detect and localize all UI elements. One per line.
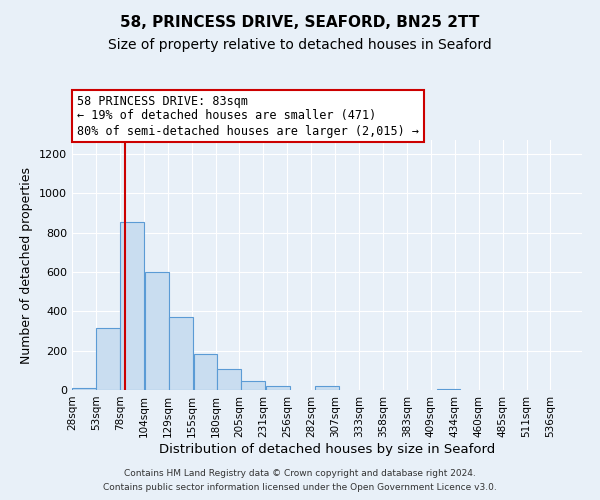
Text: Size of property relative to detached houses in Seaford: Size of property relative to detached ho… — [108, 38, 492, 52]
Bar — [96, 328, 120, 390]
Bar — [437, 389, 460, 390]
Bar — [72, 388, 96, 390]
Bar — [241, 380, 265, 390]
Bar — [266, 386, 290, 390]
Y-axis label: Number of detached properties: Number of detached properties — [20, 166, 34, 364]
Bar — [217, 370, 241, 390]
Text: Contains public sector information licensed under the Open Government Licence v3: Contains public sector information licen… — [103, 484, 497, 492]
Bar — [315, 386, 339, 390]
Bar — [120, 222, 144, 390]
Bar — [169, 317, 193, 390]
Text: 58, PRINCESS DRIVE, SEAFORD, BN25 2TT: 58, PRINCESS DRIVE, SEAFORD, BN25 2TT — [121, 15, 479, 30]
X-axis label: Distribution of detached houses by size in Seaford: Distribution of detached houses by size … — [159, 442, 495, 456]
Text: Contains HM Land Registry data © Crown copyright and database right 2024.: Contains HM Land Registry data © Crown c… — [124, 468, 476, 477]
Text: 58 PRINCESS DRIVE: 83sqm
← 19% of detached houses are smaller (471)
80% of semi-: 58 PRINCESS DRIVE: 83sqm ← 19% of detach… — [77, 94, 419, 138]
Bar — [194, 354, 217, 390]
Bar — [145, 272, 169, 390]
